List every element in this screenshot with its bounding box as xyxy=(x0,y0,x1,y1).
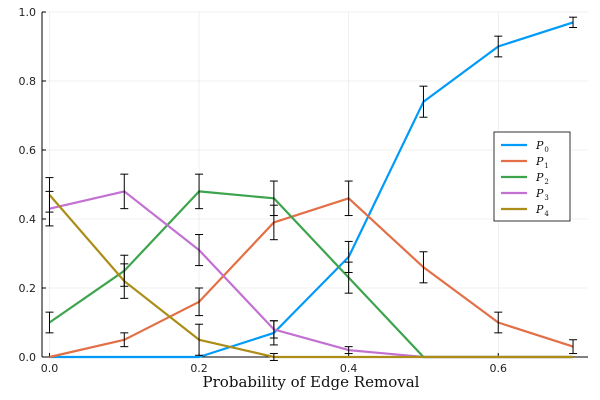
y-tick-label: 0.6 xyxy=(19,144,37,157)
x-tick-label: 0.6 xyxy=(489,362,507,375)
error-bar-p2 xyxy=(269,180,278,217)
error-bar-p2 xyxy=(45,311,54,334)
error-bar-p0 xyxy=(494,35,503,58)
error-bar-p4 xyxy=(120,263,129,299)
error-bar-p1 xyxy=(419,251,428,284)
x-axis-label: Probability of Edge Removal xyxy=(203,373,420,391)
error-bar-p2 xyxy=(344,261,353,294)
x-tick-label: 0.4 xyxy=(340,362,358,375)
error-bar-p3 xyxy=(344,346,353,355)
x-tick-label: 0.2 xyxy=(190,362,208,375)
series-lines xyxy=(48,21,574,359)
error-bar-p0 xyxy=(569,16,578,29)
error-bar-p2 xyxy=(195,173,204,210)
error-bar-p1 xyxy=(344,180,353,217)
error-bar-p3 xyxy=(269,320,278,339)
error-bar-p0 xyxy=(419,85,428,118)
y-tick-label: 0.4 xyxy=(19,213,37,226)
x-axis-ticks: 0.0 0.2 0.4 0.6 xyxy=(41,353,507,375)
error-bar-p1 xyxy=(195,287,204,317)
error-bar-p3 xyxy=(120,173,129,210)
x-tick-label: 0.0 xyxy=(41,362,59,375)
y-tick-label: 0.0 xyxy=(19,351,37,364)
error-bar-p1 xyxy=(569,339,578,355)
error-bar-p4 xyxy=(195,323,204,356)
y-axis-ticks: 0.0 0.2 0.4 0.6 0.8 1.0 xyxy=(19,6,46,364)
error-bars xyxy=(45,16,578,361)
error-bar-p4 xyxy=(269,353,278,361)
series-line-p0 xyxy=(49,21,574,359)
y-tick-label: 0.2 xyxy=(19,282,37,295)
y-tick-label: 1.0 xyxy=(19,6,37,19)
y-tick-label: 0.8 xyxy=(19,75,37,88)
series-line-p1 xyxy=(49,197,574,359)
error-bar-p1 xyxy=(120,332,129,348)
error-bar-p4 xyxy=(45,177,54,213)
error-bar-p1 xyxy=(494,311,503,334)
series-line-p4 xyxy=(48,194,573,359)
error-bar-p3 xyxy=(195,234,204,267)
